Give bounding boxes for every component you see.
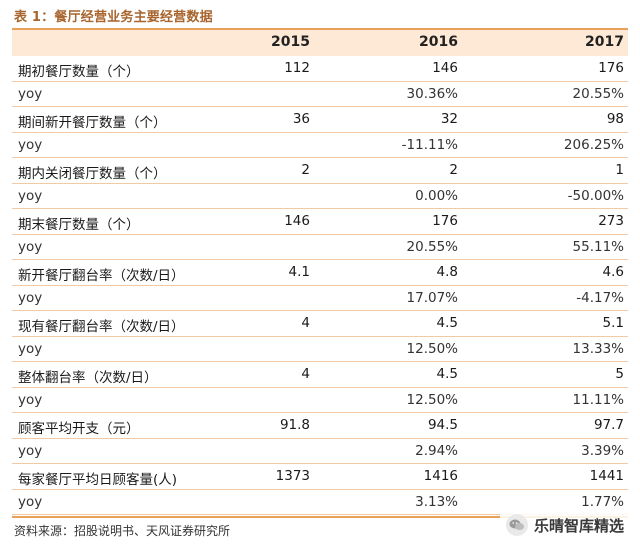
cell-2016: 12.50% (406, 340, 458, 357)
cell-2016: 12.50% (406, 391, 458, 408)
cell-2016: 3.13% (415, 493, 458, 510)
cell-2016: 20.55% (406, 238, 458, 255)
watermark-text: 乐晴智库精选 (533, 516, 624, 535)
row-label: yoy (18, 340, 43, 357)
cell-2017: 3.39% (581, 442, 624, 459)
cell-2017: 11.11% (572, 391, 624, 408)
row-label: 现有餐厅翻台率（次数/日） (18, 319, 185, 335)
cell-2015: 1373 (275, 468, 310, 484)
cell-2017: 97.7 (593, 417, 624, 433)
row-label: 顾客平均开支（元） (18, 421, 140, 437)
table-header: 2015 2016 2017 (12, 30, 628, 56)
row-label: yoy (18, 493, 43, 510)
watermark: 乐晴智库精选 (499, 512, 630, 538)
bottom-rule (12, 516, 628, 518)
cell-2017: -4.17% (576, 289, 624, 306)
cell-2016: 94.5 (427, 417, 458, 433)
cell-2016: -11.11% (401, 136, 458, 153)
row-label: yoy (18, 289, 43, 306)
cell-2016: 1416 (423, 468, 458, 484)
table-row: 新开餐厅翻台率（次数/日） 4.1 4.8 4.6 (12, 260, 628, 286)
cell-2016: 4.8 (436, 264, 458, 280)
cell-2016: 146 (432, 60, 458, 76)
table-body: 期初餐厅数量（个） 112 146 176 yoy 30.36% 20.55% 期间新开餐厅数… (12, 56, 628, 515)
table-row: yoy 30.36% 20.55% (12, 82, 628, 107)
cell-2017: 55.11% (572, 238, 624, 255)
row-label: 新开餐厅翻台率（次数/日） (18, 268, 185, 284)
row-label: yoy (18, 238, 43, 255)
cell-2015: 4 (301, 315, 310, 331)
table-row: 整体翻台率（次数/日） 4 4.5 5 (12, 362, 628, 388)
table-row: yoy 20.55% 55.11% (12, 235, 628, 260)
column-header-2017: 2017 (585, 34, 624, 50)
row-label: 期末餐厅数量（个） (18, 217, 140, 233)
table-row: 期内关闭餐厅数量（个） 2 2 1 (12, 158, 628, 184)
cell-2016: 32 (440, 111, 458, 127)
cell-2015: 146 (284, 213, 310, 229)
row-label: 期内关闭餐厅数量（个） (18, 166, 167, 182)
cell-2017: -50.00% (567, 187, 624, 204)
table-row: yoy 12.50% 11.11% (12, 388, 628, 413)
cell-2017: 5.1 (602, 315, 624, 331)
table-row: 每家餐厅平均日顾客量(人) 1373 1416 1441 (12, 464, 628, 490)
table-row: yoy 12.50% 13.33% (12, 337, 628, 362)
cell-2016: 2.94% (415, 442, 458, 459)
cell-2015: 36 (292, 111, 310, 127)
table-row: 期间新开餐厅数量（个） 36 32 98 (12, 107, 628, 133)
cell-2016: 2 (449, 162, 458, 178)
cell-2016: 17.07% (406, 289, 458, 306)
table-row: 顾客平均开支（元） 91.8 94.5 97.7 (12, 413, 628, 439)
row-label: yoy (18, 136, 43, 153)
cell-2015: 4 (301, 366, 310, 382)
column-header-2015: 2015 (271, 34, 310, 50)
row-label: yoy (18, 85, 43, 102)
table-row: 现有餐厅翻台率（次数/日） 4 4.5 5.1 (12, 311, 628, 337)
cell-2015: 4.1 (288, 264, 310, 280)
column-header-2016: 2016 (419, 34, 458, 50)
cell-2017: 206.25% (563, 136, 624, 153)
cell-2016: 0.00% (415, 187, 458, 204)
cell-2017: 1441 (589, 468, 624, 484)
cell-2017: 176 (598, 60, 624, 76)
table-row: 期末餐厅数量（个） 146 176 273 (12, 209, 628, 235)
row-label: yoy (18, 391, 43, 408)
cell-2017: 5 (615, 366, 624, 382)
source-note: 资料来源：招股说明书、天风证券研究所 (14, 524, 231, 538)
cell-2017: 13.33% (572, 340, 624, 357)
table-row: yoy 2.94% 3.39% (12, 439, 628, 464)
row-label: 期间新开餐厅数量（个） (18, 115, 167, 131)
cell-2017: 1 (615, 162, 624, 178)
table-caption: 表 1：餐厅经营业务主要经营数据 (14, 10, 213, 25)
row-label: 整体翻台率（次数/日） (18, 370, 158, 386)
row-label: yoy (18, 442, 43, 459)
cell-2017: 1.77% (581, 493, 624, 510)
cell-2016: 4.5 (436, 366, 458, 382)
row-label: 每家餐厅平均日顾客量(人) (18, 472, 178, 488)
table-row: 期初餐厅数量（个） 112 146 176 (12, 56, 628, 82)
table-row: yoy -11.11% 206.25% (12, 133, 628, 158)
row-label: 期初餐厅数量（个） (18, 64, 140, 80)
table-row: yoy 0.00% -50.00% (12, 184, 628, 209)
cell-2016: 4.5 (436, 315, 458, 331)
cell-2017: 20.55% (572, 85, 624, 102)
cell-2016: 30.36% (406, 85, 458, 102)
table-row: yoy 3.13% 1.77% (12, 490, 628, 515)
cell-2016: 176 (432, 213, 458, 229)
cell-2017: 273 (598, 213, 624, 229)
cell-2015: 2 (301, 162, 310, 178)
row-label: yoy (18, 187, 43, 204)
table-row: yoy 17.07% -4.17% (12, 286, 628, 311)
cell-2017: 98 (606, 111, 624, 127)
cell-2017: 4.6 (602, 264, 624, 280)
cell-2015: 112 (284, 60, 310, 76)
wechat-icon (505, 514, 528, 536)
cell-2015: 91.8 (279, 417, 310, 433)
top-rule (12, 28, 628, 30)
